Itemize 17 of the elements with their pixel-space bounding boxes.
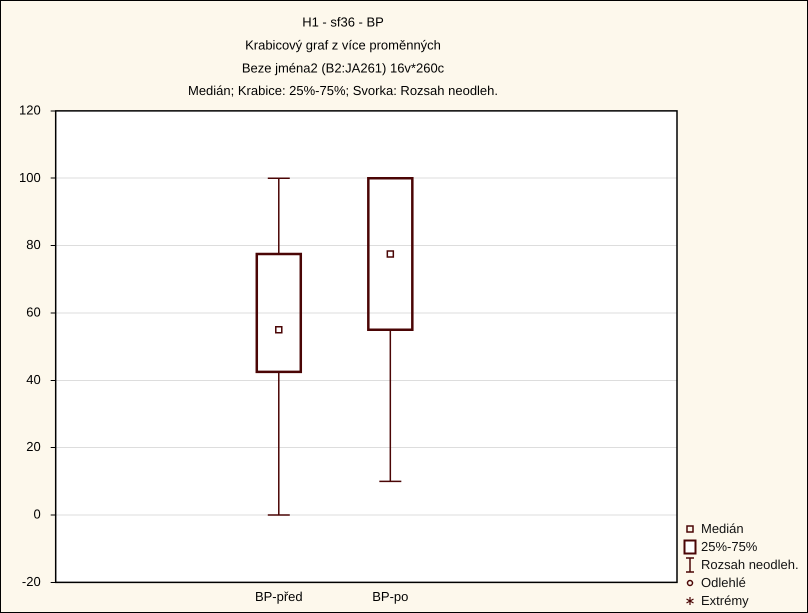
x-tick-label: BP-před — [254, 588, 303, 604]
y-tick-label: 100 — [18, 170, 41, 185]
text: Rozsah neodleh. — [701, 556, 799, 574]
y-tick-label: 20 — [26, 439, 41, 454]
text: Extrémy — [701, 592, 749, 610]
x-tick-label: BP-po — [372, 588, 408, 604]
y-tick-label: 80 — [26, 237, 41, 252]
y-tick-label: 40 — [26, 372, 41, 387]
chart-subtitle: Krabicový graf z více proměnných Beze jména2 (B2:JA261) 16v*260c Medián; Krabice: 25%-75%; Svorka: Rozsah neodleh. — [188, 38, 498, 98]
y-tick-label: -20 — [22, 574, 41, 589]
chart-title: H1 - sf36 - BP — [302, 14, 384, 30]
y-tick-label: 120 — [18, 102, 41, 118]
text: Odlehlé — [701, 574, 746, 592]
y-tick-label: 0 — [33, 506, 41, 522]
text: Medián — [701, 520, 744, 538]
y-tick-label: 60 — [26, 304, 41, 320]
text: 25%-75% — [701, 538, 758, 556]
